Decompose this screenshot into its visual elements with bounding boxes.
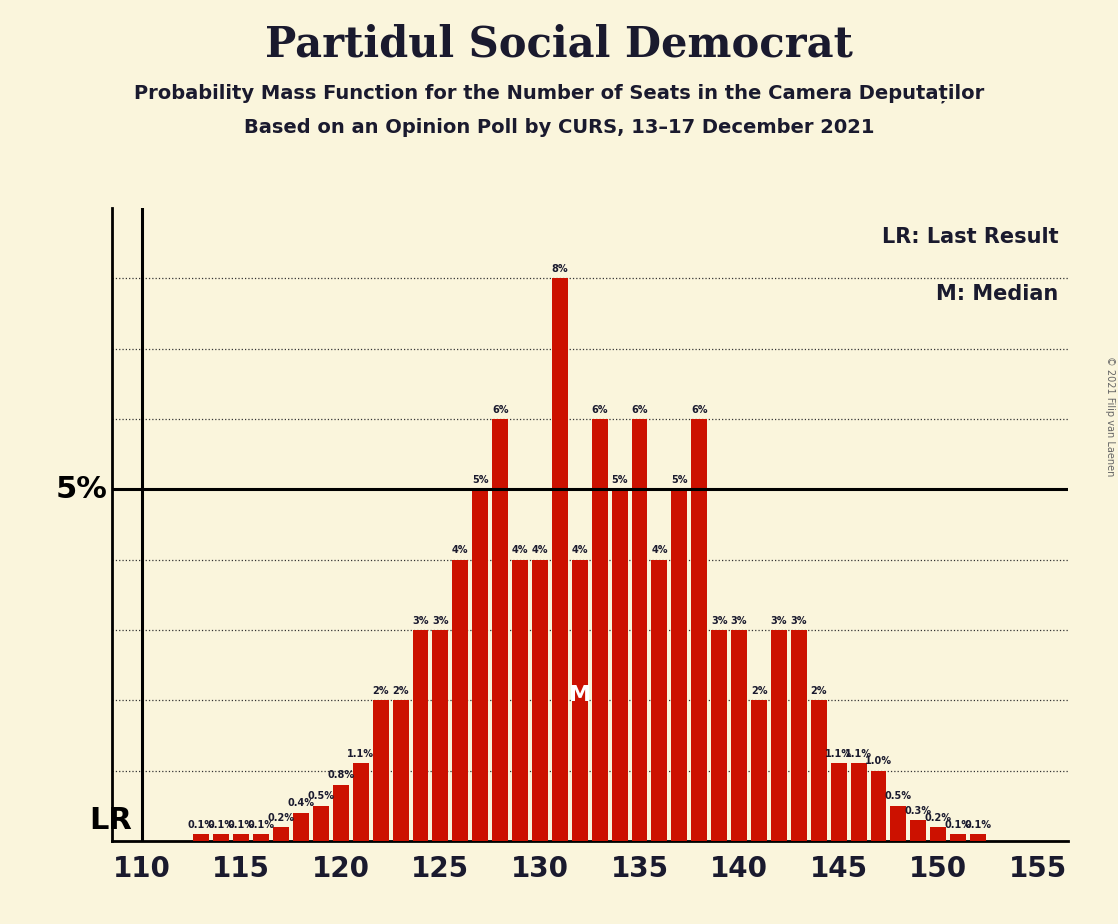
Bar [652,560,667,841]
Text: 3%: 3% [711,615,728,626]
Text: 2%: 2% [811,686,827,696]
Text: 0.1%: 0.1% [208,820,235,830]
Text: 4%: 4% [571,545,588,555]
Bar [392,700,408,841]
Text: LR: Last Result: LR: Last Result [881,227,1058,247]
Text: M: M [569,685,590,705]
Text: 3%: 3% [413,615,428,626]
Bar [930,827,946,841]
Bar [711,630,727,841]
Text: 8%: 8% [551,264,568,274]
Text: 0.1%: 0.1% [248,820,275,830]
Text: 1.1%: 1.1% [845,749,872,760]
Bar [751,700,767,841]
Text: 0.5%: 0.5% [885,792,912,801]
Bar [333,784,349,841]
Bar [950,833,966,841]
Text: © 2021 Filip van Laenen: © 2021 Filip van Laenen [1106,356,1115,476]
Text: 0.4%: 0.4% [287,798,314,808]
Bar [552,278,568,841]
Text: 4%: 4% [452,545,468,555]
Bar [372,700,389,841]
Text: 6%: 6% [632,405,647,415]
Bar [691,419,708,841]
Text: 5%: 5% [671,475,688,485]
Text: 2%: 2% [392,686,409,696]
Bar [612,489,627,841]
Bar [214,833,229,841]
Bar [632,419,647,841]
Text: Probability Mass Function for the Number of Seats in the Camera Deputaților: Probability Mass Function for the Number… [134,83,984,103]
Text: 0.2%: 0.2% [925,812,951,822]
Text: LR: LR [88,807,132,835]
Text: 0.2%: 0.2% [267,812,294,822]
Text: 1.1%: 1.1% [825,749,852,760]
Bar [293,813,309,841]
Bar [413,630,428,841]
Bar [433,630,448,841]
Text: 1.0%: 1.0% [865,756,892,766]
Bar [253,833,269,841]
Bar [790,630,807,841]
Text: 0.1%: 0.1% [965,820,992,830]
Text: 0.1%: 0.1% [188,820,215,830]
Text: 1.1%: 1.1% [348,749,375,760]
Bar [591,419,608,841]
Bar [851,763,866,841]
Text: 0.5%: 0.5% [307,792,334,801]
Text: 6%: 6% [691,405,708,415]
Text: M: Median: M: Median [936,284,1058,304]
Bar [811,700,826,841]
Bar [731,630,747,841]
Text: 5%: 5% [472,475,489,485]
Bar [512,560,528,841]
Text: 3%: 3% [433,615,448,626]
Text: 3%: 3% [770,615,787,626]
Bar [771,630,787,841]
Bar [532,560,548,841]
Text: 3%: 3% [731,615,747,626]
Text: 4%: 4% [532,545,548,555]
Bar [492,419,508,841]
Bar [353,763,369,841]
Text: 6%: 6% [591,405,608,415]
Text: 5%: 5% [612,475,628,485]
Bar [910,820,927,841]
Bar [970,833,986,841]
Text: 0.1%: 0.1% [945,820,972,830]
Text: 0.1%: 0.1% [228,820,255,830]
Bar [313,806,329,841]
Bar [234,833,249,841]
Bar [831,763,846,841]
Bar [273,827,290,841]
Text: Partidul Social Democrat: Partidul Social Democrat [265,23,853,65]
Text: 0.8%: 0.8% [328,771,354,781]
Bar [890,806,907,841]
Text: 2%: 2% [751,686,767,696]
Text: 4%: 4% [651,545,667,555]
Bar [871,771,887,841]
Bar [472,489,489,841]
Text: 2%: 2% [372,686,389,696]
Bar [193,833,209,841]
Text: 4%: 4% [512,545,529,555]
Text: 3%: 3% [790,615,807,626]
Bar [672,489,688,841]
Text: Based on an Opinion Poll by CURS, 13–17 December 2021: Based on an Opinion Poll by CURS, 13–17 … [244,118,874,138]
Bar [571,560,588,841]
Text: 6%: 6% [492,405,509,415]
Text: 0.3%: 0.3% [904,806,931,816]
Bar [453,560,468,841]
Text: 5%: 5% [55,475,107,504]
